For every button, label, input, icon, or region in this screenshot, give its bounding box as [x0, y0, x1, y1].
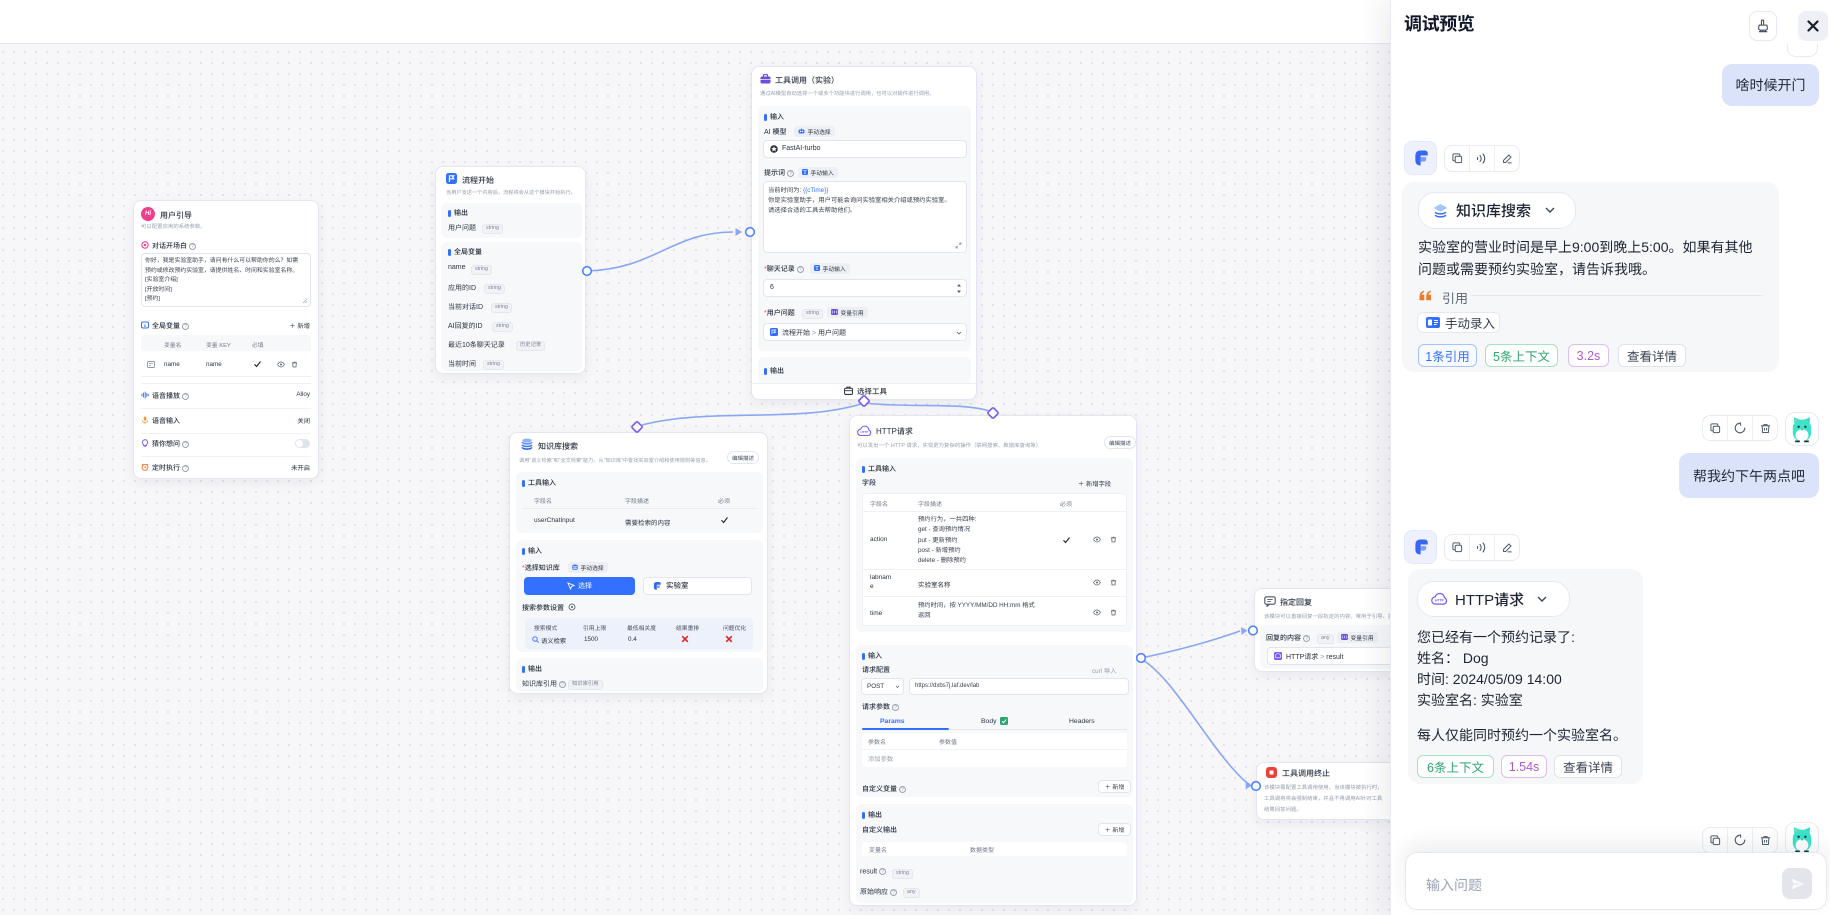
svg-text:x: x — [144, 323, 147, 328]
svg-text:HTTP: HTTP — [1435, 598, 1445, 602]
svg-text:HTTP: HTTP — [860, 430, 868, 434]
